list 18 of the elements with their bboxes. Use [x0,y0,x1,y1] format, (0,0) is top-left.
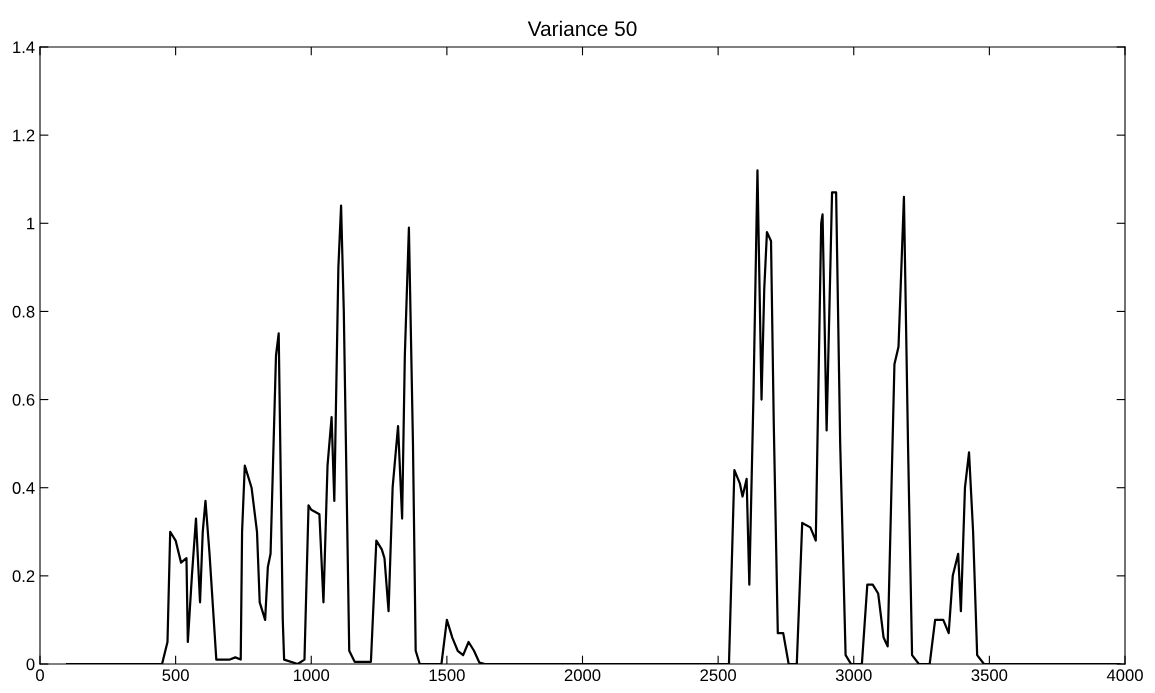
y-tick-label: 1.2 [13,129,35,142]
y-tick-label: 0 [26,658,35,671]
y-tick-label: 0.8 [12,305,35,318]
x-tick-label: 4000 [1106,669,1143,682]
y-tick-label: 1.4 [13,41,35,54]
x-tick-label: 1500 [429,669,465,682]
x-tick-label: 2500 [700,669,737,682]
x-tick-label: 3500 [971,669,1008,682]
y-tick-label: 0.2 [12,570,35,583]
x-tick-label: 500 [162,669,189,682]
x-tick-label: 3000 [835,669,872,682]
y-tick-label: 0.6 [12,393,35,406]
x-tick-label: 2000 [564,669,601,682]
x-tick-label: 1000 [293,669,330,682]
y-tick-label: 0.4 [12,482,35,494]
x-tick-label: 0 [36,669,44,682]
y-tick-label: 1 [27,217,35,230]
chart-title: Variance 50 [527,20,637,37]
